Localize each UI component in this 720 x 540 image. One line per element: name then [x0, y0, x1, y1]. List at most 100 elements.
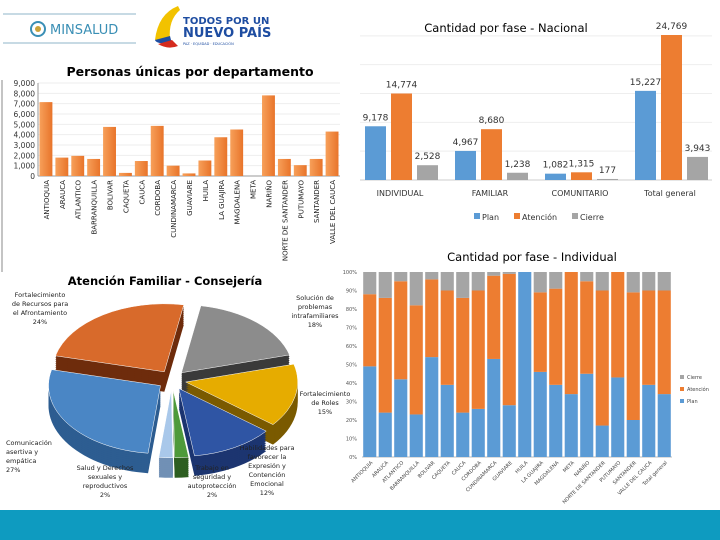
x-tick-label: SANTANDER — [313, 180, 321, 223]
pie-label: Fortalecimiento de Roles 15% — [300, 390, 351, 416]
chart-personas-por-departamento: Personas únicas por departamento 01,000 2… — [1, 64, 340, 272]
chart-title: Cantidad por fase - Individual — [447, 250, 617, 264]
pie-label-line: seguridad y — [193, 473, 231, 481]
bar-segment-cierre — [456, 272, 470, 298]
pie-label-line: 2% — [100, 491, 110, 499]
x-tick-label: NARIÑO — [264, 180, 273, 208]
bar-segment-atención — [611, 272, 625, 378]
bar-segment-cierre — [425, 272, 439, 280]
bar-segment-atención — [363, 294, 377, 367]
bar — [277, 158, 291, 176]
data-label: 8,680 — [479, 116, 505, 126]
legend-label: Cierre — [580, 213, 604, 222]
pie-label: Solución de problemas intrafamiliares 18% — [291, 294, 339, 329]
bar-segment-atención — [642, 290, 656, 385]
pie-label-line: problemas — [298, 303, 333, 311]
pie-label-line: intrafamiliares — [291, 312, 339, 320]
pie-label-line: 2% — [207, 491, 217, 499]
data-label: 24,769 — [656, 22, 688, 32]
bar — [262, 95, 275, 176]
chart-cantidad-fase-individual: Cantidad por fase - Individual 0% 10% 20% 3… — [343, 250, 709, 505]
bar — [103, 126, 116, 176]
bar — [39, 102, 53, 176]
bar-segment-atención — [394, 281, 408, 380]
x-tick-label: CAQUETA — [122, 180, 130, 213]
pie-label-line: Emocional — [250, 480, 284, 488]
bar-segment-atención — [456, 297, 470, 413]
bar-segment-plan — [611, 377, 625, 457]
pie-label-line: 27% — [6, 466, 20, 474]
bar-segment-plan — [394, 379, 408, 457]
pie-label-line: Salud y Derechos — [77, 464, 134, 472]
bar-segment-atención — [564, 272, 578, 395]
x-tick-label: BARRANQUILLA — [91, 180, 99, 235]
bar-segment-plan — [456, 412, 470, 457]
bar — [309, 158, 323, 176]
bar-segment-plan — [518, 272, 532, 457]
bar-segment-cierre — [549, 272, 563, 289]
bar-plan — [365, 126, 386, 180]
legend-swatch — [680, 375, 684, 379]
pie-label: Salud y Derechos sexuales y reproductivos 2… — [77, 464, 134, 499]
legend-label: Plan — [482, 213, 499, 222]
data-label: 1,082 — [543, 161, 569, 171]
y-tick-label: 10% — [346, 437, 357, 443]
bar-atención — [391, 93, 412, 180]
logo-line1: TODOS POR UN — [183, 16, 269, 27]
y-tick-label: 60% — [346, 344, 357, 350]
y-tick-label: 90% — [346, 289, 357, 295]
minsalud-logo: MINSALUD — [3, 13, 136, 44]
pie-label: Fortalecimiento de Recursos para el Afront… — [12, 291, 68, 326]
pie-slice — [48, 369, 161, 454]
pie-label-line: 18% — [308, 321, 322, 329]
y-tick-label: 7,000 — [14, 100, 36, 109]
bar-segment-cierre — [533, 272, 547, 293]
x-tick-label: COMUNITARIO — [552, 189, 609, 198]
bar-segment-plan — [471, 408, 485, 457]
pie-label-line: 12% — [260, 489, 274, 497]
data-label: 9,178 — [363, 113, 389, 123]
bar-segment-atención — [487, 275, 501, 359]
data-label: 4,967 — [453, 138, 479, 148]
data-label: 3,943 — [685, 144, 711, 154]
x-tick-label: FAMILIAR — [472, 189, 509, 198]
pie-slice — [178, 388, 267, 457]
pie-slice — [55, 303, 185, 373]
x-tick-label: HUILA — [202, 180, 210, 202]
data-label: 177 — [599, 166, 616, 176]
bar-segment-plan — [580, 373, 594, 457]
bar-segment-atención — [471, 290, 485, 409]
x-tick-label: ATLANTICO — [75, 180, 83, 220]
bar-atención — [571, 172, 592, 180]
x-tick-label: NORTE DE SANTANDER — [281, 180, 289, 261]
bar-segment-cierre — [626, 272, 640, 293]
pie-label-line: Fortalecimiento — [300, 390, 351, 398]
legend-label: Cierre — [687, 375, 702, 381]
bar — [230, 129, 244, 176]
y-tick-label: 70% — [346, 326, 357, 332]
bar — [71, 155, 85, 176]
bar-segment-cierre — [595, 272, 609, 291]
x-tick-label: CAUCA — [138, 180, 146, 205]
chart-title: Atención Familiar - Consejería — [68, 274, 262, 288]
x-tick-label: GUAVIARE — [186, 180, 194, 216]
bar — [55, 157, 69, 176]
x-tick-label: CORDOBA — [154, 180, 162, 216]
x-tick-label: ARAUCA — [59, 180, 67, 209]
bar-segment-plan — [564, 394, 578, 457]
pie-label-line: el Afrontamiento — [13, 309, 67, 317]
bar-cierre — [507, 172, 528, 180]
bar-segment-atención — [502, 273, 516, 406]
data-label: 15,227 — [630, 78, 662, 88]
bar-atención — [481, 129, 502, 180]
bar-segment-atención — [580, 281, 594, 374]
x-tick-label: Total general — [643, 189, 696, 198]
bar-segment-cierre — [378, 272, 392, 298]
legend-label: Atención — [522, 212, 557, 222]
y-tick-label: 50% — [346, 363, 357, 369]
pie-label-line: 24% — [33, 318, 47, 326]
legend-swatch — [514, 213, 520, 219]
legend-swatch — [680, 399, 684, 403]
bar-segment-atención — [409, 305, 423, 415]
y-tick-label: 100% — [343, 270, 358, 276]
